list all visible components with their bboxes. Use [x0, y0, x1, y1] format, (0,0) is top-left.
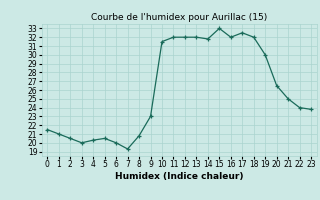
Title: Courbe de l'humidex pour Aurillac (15): Courbe de l'humidex pour Aurillac (15)	[91, 13, 267, 22]
X-axis label: Humidex (Indice chaleur): Humidex (Indice chaleur)	[115, 172, 244, 181]
